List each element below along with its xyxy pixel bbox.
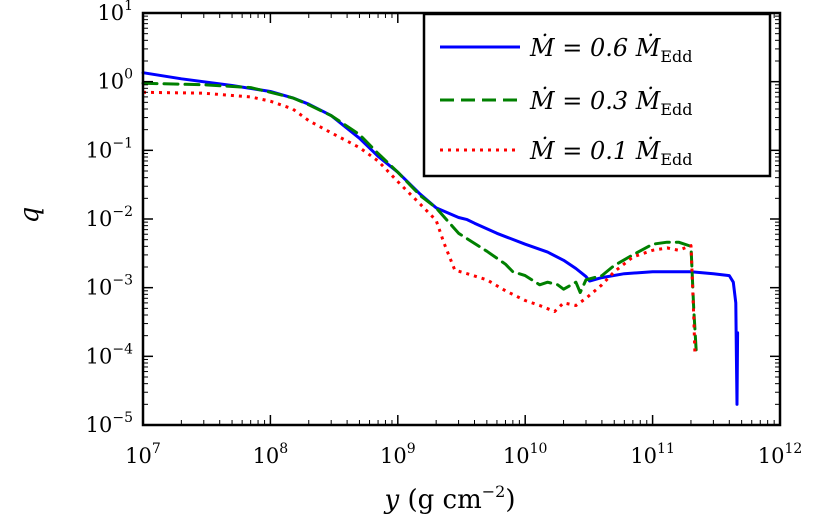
x-axis-label-exp: −2	[482, 482, 506, 501]
x-axis-label-var: y	[384, 485, 400, 515]
y-axis-label: q	[15, 207, 45, 224]
y-tick-label: 10−5	[86, 410, 133, 437]
y-tick-label: 100	[97, 67, 133, 94]
legend-label-0.6: Ṁ = 0.6 ṀEdd	[529, 33, 692, 66]
legend-label-0.3: Ṁ = 0.3 ṀEdd	[529, 86, 692, 119]
legend-label-0.1: Ṁ = 0.1 ṀEdd	[529, 136, 692, 169]
x-axis-label-text: (g cm	[399, 485, 482, 515]
x-tick-label: 109	[380, 441, 416, 468]
x-axis-label-close: )	[505, 485, 515, 515]
y-tick-label: 10−4	[86, 341, 133, 368]
y-tick-label: 10−2	[86, 204, 133, 231]
x-tick-label: 107	[125, 441, 161, 468]
series-line-2	[142, 90, 697, 357]
y-tick-label: 101	[97, 0, 133, 25]
x-tick-label: 108	[253, 441, 289, 468]
y-tick-label: 10−1	[86, 135, 133, 162]
series-line-1	[141, 81, 698, 353]
x-tick-label: 1010	[503, 441, 548, 468]
x-axis-label: y (g cm−2)	[384, 482, 516, 515]
x-tick-label: 1012	[758, 441, 803, 468]
legend: Ṁ = 0.6 ṀEdd Ṁ = 0.3 ṀEdd Ṁ = 0.1 ṀEdd	[422, 12, 772, 178]
tick-layer: 107 108 109 1010 1011 1012 10−5 10−4 10−3 10−2 10−…	[86, 0, 803, 468]
x-tick-label: 1011	[630, 441, 675, 468]
series-layer	[141, 71, 740, 406]
y-tick-label: 10−3	[86, 273, 133, 300]
